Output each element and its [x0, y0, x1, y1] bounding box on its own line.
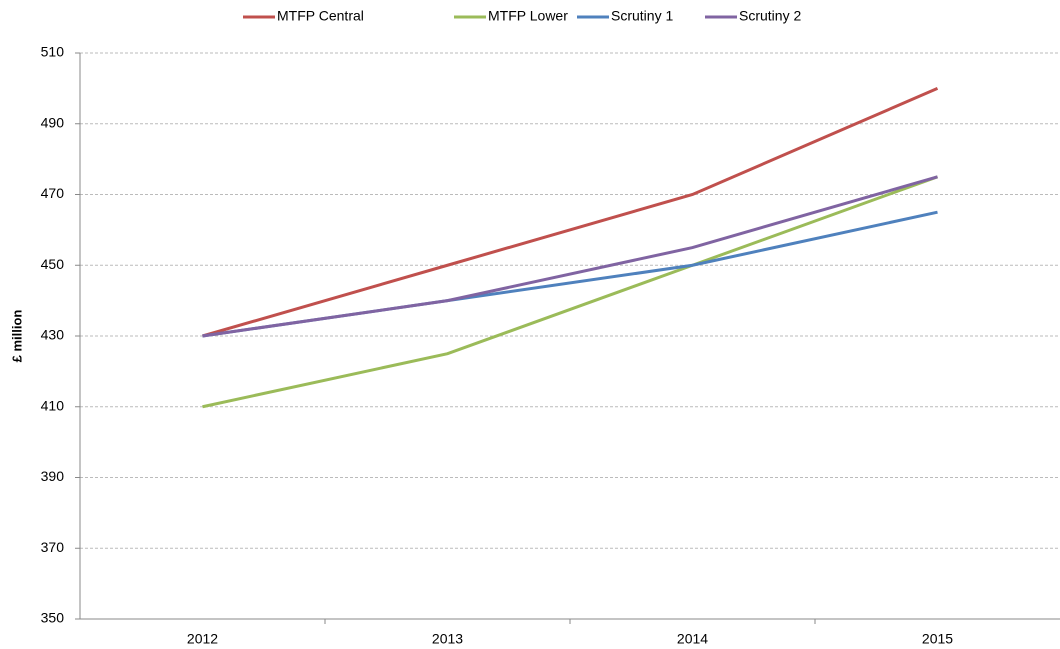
- legend-label: MTFP Central: [277, 8, 364, 24]
- x-tick-label: 2013: [432, 631, 463, 647]
- y-tick-label: 430: [41, 327, 65, 343]
- x-tick-label: 2014: [677, 631, 708, 647]
- y-tick-label: 470: [41, 185, 65, 201]
- x-tick-label: 2012: [187, 631, 218, 647]
- x-tick-label: 2015: [922, 631, 953, 647]
- y-tick-label: 490: [41, 114, 65, 130]
- y-axis-label: £ million: [9, 310, 24, 363]
- y-tick-label: 450: [41, 256, 65, 272]
- y-tick-label: 410: [41, 397, 65, 413]
- y-tick-label: 510: [41, 44, 65, 60]
- y-tick-label: 350: [41, 610, 65, 626]
- series-line: [202, 175, 938, 338]
- y-tick-label: 370: [41, 539, 65, 555]
- legend-label: Scrutiny 2: [739, 8, 801, 24]
- legend-label: Scrutiny 1: [611, 8, 673, 24]
- series-line: [202, 86, 939, 338]
- legend-label: MTFP Lower: [488, 8, 568, 24]
- y-tick-label: 390: [41, 468, 65, 484]
- series-line: [202, 175, 939, 409]
